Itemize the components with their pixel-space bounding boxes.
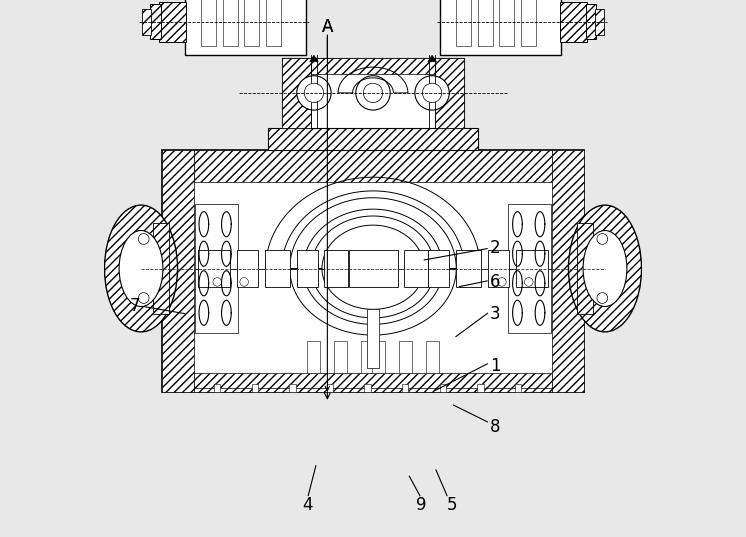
Bar xyxy=(595,9,604,35)
Ellipse shape xyxy=(104,205,178,332)
Bar xyxy=(214,384,221,392)
Bar xyxy=(201,0,216,46)
Bar xyxy=(334,341,347,373)
Bar xyxy=(222,0,238,46)
Bar xyxy=(150,4,161,39)
Text: 1: 1 xyxy=(490,357,501,375)
Circle shape xyxy=(597,234,608,244)
Text: 7: 7 xyxy=(129,297,140,315)
Bar xyxy=(366,309,380,368)
Circle shape xyxy=(524,278,533,286)
Text: A: A xyxy=(322,18,333,36)
Bar xyxy=(477,384,483,392)
Bar xyxy=(236,250,258,287)
Bar xyxy=(266,0,280,46)
Bar xyxy=(244,0,259,46)
Text: 9: 9 xyxy=(416,496,427,514)
Text: 4: 4 xyxy=(302,496,313,514)
Ellipse shape xyxy=(583,230,627,307)
Bar xyxy=(327,384,333,392)
Bar xyxy=(488,250,510,287)
Circle shape xyxy=(498,278,507,286)
Circle shape xyxy=(363,83,383,103)
Bar xyxy=(269,128,477,150)
Bar xyxy=(160,2,186,42)
Bar xyxy=(521,0,536,46)
Text: 3: 3 xyxy=(490,305,501,323)
Bar xyxy=(586,4,596,39)
Bar xyxy=(402,384,409,392)
Circle shape xyxy=(415,76,449,110)
Bar xyxy=(516,250,548,287)
Bar xyxy=(435,58,464,128)
Circle shape xyxy=(422,83,442,103)
Bar xyxy=(457,0,471,46)
Text: 8: 8 xyxy=(490,418,501,436)
Bar xyxy=(440,0,561,55)
Bar xyxy=(289,384,295,392)
Circle shape xyxy=(304,83,324,103)
Bar xyxy=(372,341,385,373)
Bar xyxy=(515,384,521,392)
Bar xyxy=(163,150,194,392)
Bar xyxy=(399,341,412,373)
Circle shape xyxy=(297,76,331,110)
Circle shape xyxy=(213,278,222,286)
Bar xyxy=(364,384,371,392)
Text: 2: 2 xyxy=(490,239,501,257)
Bar xyxy=(552,150,583,392)
Bar xyxy=(361,341,374,373)
Circle shape xyxy=(138,293,149,303)
Bar xyxy=(508,204,551,333)
Circle shape xyxy=(239,278,248,286)
Polygon shape xyxy=(427,55,436,62)
Circle shape xyxy=(356,76,390,110)
Text: A: A xyxy=(322,18,333,36)
Text: 5: 5 xyxy=(447,496,458,514)
Circle shape xyxy=(138,234,149,244)
Bar xyxy=(194,373,552,392)
Bar xyxy=(282,58,311,128)
Bar xyxy=(324,250,348,287)
Bar xyxy=(477,0,493,46)
Bar xyxy=(265,250,290,287)
Ellipse shape xyxy=(119,230,163,307)
Circle shape xyxy=(597,293,608,303)
Ellipse shape xyxy=(568,205,642,332)
Text: 6: 6 xyxy=(490,273,501,291)
Bar xyxy=(194,150,552,182)
Bar xyxy=(427,250,449,287)
Bar xyxy=(577,223,593,314)
Bar xyxy=(163,150,583,392)
Bar xyxy=(349,250,398,287)
Bar xyxy=(499,0,514,46)
Bar xyxy=(307,341,320,373)
Bar xyxy=(142,9,151,35)
Bar xyxy=(251,384,258,392)
Bar xyxy=(311,58,435,74)
Bar xyxy=(153,223,169,314)
Bar xyxy=(195,204,238,333)
Bar xyxy=(426,341,439,373)
Bar xyxy=(185,0,306,55)
Bar xyxy=(439,384,446,392)
Bar xyxy=(404,250,428,287)
Polygon shape xyxy=(310,55,319,62)
Bar xyxy=(282,58,464,128)
Bar xyxy=(297,250,319,287)
Bar xyxy=(198,250,230,287)
Bar xyxy=(456,250,481,287)
Bar xyxy=(560,2,586,42)
